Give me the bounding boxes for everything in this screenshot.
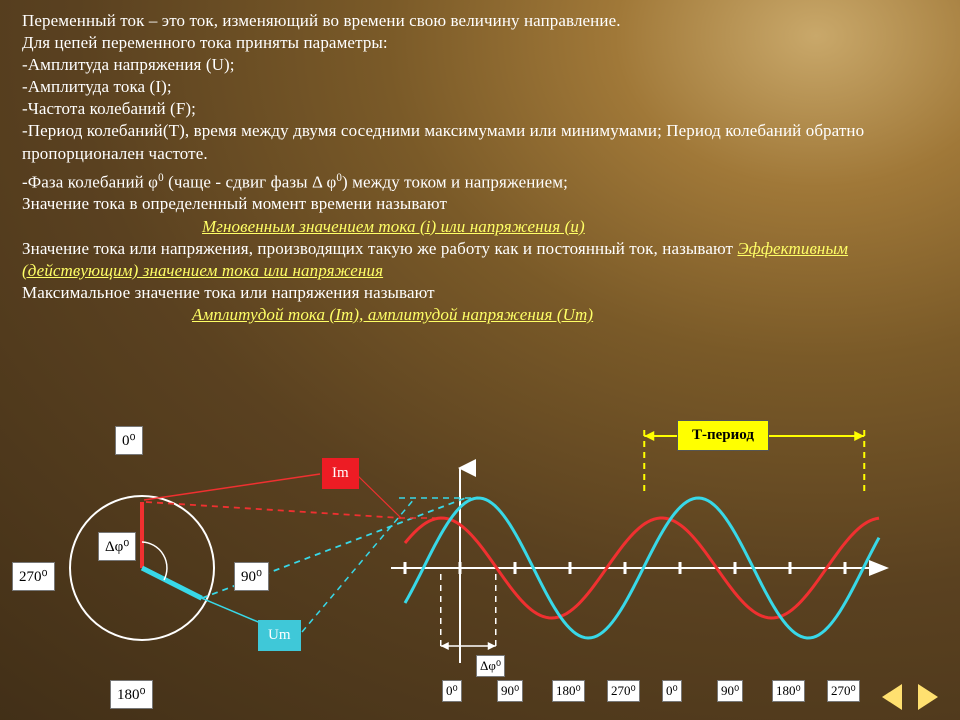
delta-phi-label: Δφ⁰: [98, 532, 136, 561]
line: -Частота колебаний (F);: [22, 98, 932, 120]
line: Максимальное значение тока или напряжени…: [22, 282, 932, 304]
x-tick-label: 270⁰: [827, 680, 860, 702]
x-tick-label: 180⁰: [772, 680, 805, 702]
x-tick-label: 0⁰: [662, 680, 682, 702]
x-tick-label: 180⁰: [552, 680, 585, 702]
underline-3: Амплитудой тока (Im), амплитудой напряже…: [22, 304, 932, 326]
deg-180-label: 180⁰: [110, 680, 153, 709]
diagram: 0⁰ 90⁰ 180⁰ 270⁰ Δφ⁰ Im Um Т-период 0⁰ 90…: [0, 408, 960, 720]
line: -Амплитуда тока (I);: [22, 76, 932, 98]
deg-270-label: 270⁰: [12, 562, 55, 591]
nav-next-button[interactable]: [918, 684, 938, 710]
x-tick-label: 90⁰: [717, 680, 743, 702]
nav-prev-button[interactable]: [882, 684, 902, 710]
um-label: Um: [258, 620, 301, 651]
deg-90-label: 90⁰: [234, 562, 269, 591]
main-text: Переменный ток – это ток, изменяющий во …: [0, 0, 960, 330]
line: -Период колебаний(Т), время между двумя …: [22, 120, 932, 164]
x-tick-label: 90⁰: [497, 680, 523, 702]
x-tick-label: 0⁰: [442, 680, 462, 702]
line: Переменный ток – это ток, изменяющий во …: [22, 10, 932, 32]
deg-0-label: 0⁰: [115, 426, 143, 455]
line-9: Значение тока или напряжения, производящ…: [22, 238, 932, 282]
line: -Амплитуда напряжения (U);: [22, 54, 932, 76]
underline-1: Мгновенным значением тока (i) или напряж…: [22, 216, 932, 238]
period-label: Т-период: [677, 420, 769, 451]
delta-phi-bottom: Δφ⁰: [476, 655, 505, 677]
x-tick-label: 270⁰: [607, 680, 640, 702]
line-phase: -Фаза колебаний φ0 (чаще - сдвиг фазы Δ …: [22, 171, 932, 194]
im-label: Im: [322, 458, 359, 489]
line: Значение тока в определенный момент врем…: [22, 193, 932, 215]
line: Для цепей переменного тока приняты парам…: [22, 32, 932, 54]
